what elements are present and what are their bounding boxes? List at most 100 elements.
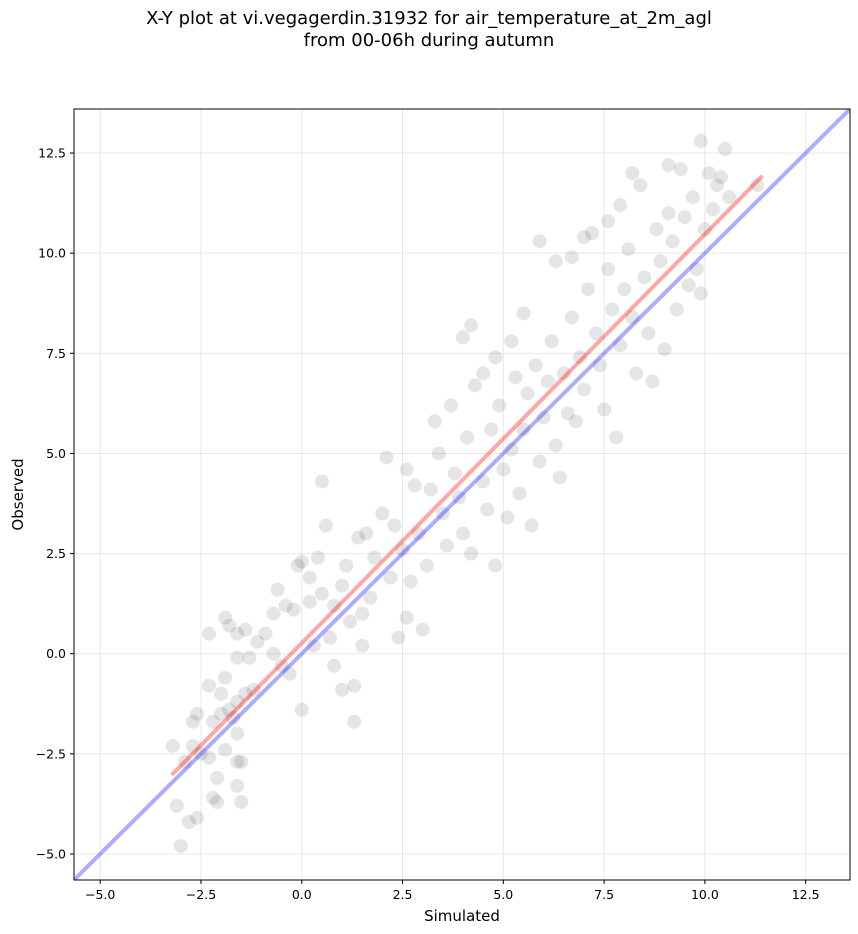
- scatter-point: [552, 470, 567, 485]
- scatter-point: [645, 374, 660, 389]
- scatter-point: [314, 474, 329, 489]
- scatter-point: [214, 706, 229, 721]
- scatter-point: [310, 550, 325, 565]
- y-axis-label: Observed: [9, 458, 27, 530]
- scatter-point: [548, 438, 563, 453]
- scatter-point: [512, 486, 527, 501]
- scatter-point: [560, 406, 575, 421]
- scatter-point: [202, 626, 217, 641]
- scatter-point: [181, 814, 196, 829]
- scatter-point: [637, 270, 652, 285]
- scatter-point: [302, 594, 317, 609]
- scatter-point: [250, 634, 265, 649]
- scatter-point: [544, 334, 559, 349]
- scatter-point: [395, 542, 410, 557]
- scatter-point: [202, 750, 217, 765]
- scatter-point: [750, 178, 765, 193]
- scatter-point: [576, 382, 591, 397]
- scatter-point: [613, 338, 628, 353]
- scatter-point: [359, 526, 374, 541]
- y-tick-label: 7.5: [46, 346, 66, 361]
- scatter-point: [532, 454, 547, 469]
- scatter-point: [218, 610, 233, 625]
- x-tick-label: 0.0: [292, 887, 312, 902]
- scatter-point: [411, 526, 426, 541]
- scatter-point: [314, 586, 329, 601]
- scatter-point: [306, 638, 321, 653]
- scatter-point: [270, 582, 285, 597]
- scatter-point: [564, 250, 579, 265]
- scatter-point: [286, 602, 301, 617]
- scatter-point: [189, 810, 204, 825]
- scatter-point: [601, 214, 616, 229]
- scatter-point: [222, 618, 237, 633]
- scatter-point: [193, 746, 208, 761]
- scatter-point: [435, 506, 450, 521]
- scatter-point: [242, 650, 257, 665]
- scatter-point: [447, 466, 462, 481]
- scatter-point: [423, 482, 438, 497]
- scatter-point: [714, 170, 729, 185]
- scatter-point: [363, 590, 378, 605]
- scatter-point: [282, 666, 297, 681]
- scatter-point: [508, 370, 523, 385]
- x-tick-label: 5.0: [493, 887, 513, 902]
- scatter-point: [685, 190, 700, 205]
- scatter-point: [564, 310, 579, 325]
- scatter-point: [230, 754, 245, 769]
- scatter-point: [605, 302, 620, 317]
- scatter-point: [387, 518, 402, 533]
- scatter-point: [625, 166, 640, 181]
- scatter-point: [177, 754, 192, 769]
- y-tick-label: 12.5: [38, 146, 66, 161]
- scatter-point: [701, 166, 716, 181]
- x-tick-label: −5.0: [85, 887, 115, 902]
- scatter-point: [403, 574, 418, 589]
- scatter-point: [375, 506, 390, 521]
- scatter-point: [278, 598, 293, 613]
- scatter-point: [379, 450, 394, 465]
- x-tick-label: 12.5: [792, 887, 820, 902]
- identity-line: [74, 109, 850, 880]
- scatter-point: [419, 558, 434, 573]
- scatter-point: [185, 714, 200, 729]
- fit-lines: [74, 109, 850, 880]
- scatter-point: [415, 622, 430, 637]
- scatter-point: [504, 334, 519, 349]
- scatter-point: [613, 198, 628, 213]
- scatter-point: [210, 770, 225, 785]
- scatter-point: [355, 606, 370, 621]
- scatter-point: [649, 222, 664, 237]
- scatter-point: [173, 838, 188, 853]
- scatter-point: [528, 358, 543, 373]
- chart-title-block: X-Y plot at vi.vegagerdin.31932 for air_…: [0, 8, 858, 52]
- scatter-point: [468, 378, 483, 393]
- scatter-point: [214, 686, 229, 701]
- scatter-point: [609, 430, 624, 445]
- scatter-point: [456, 526, 471, 541]
- scatter-point: [589, 326, 604, 341]
- scatter-point: [496, 462, 511, 477]
- scatter-point: [230, 778, 245, 793]
- regression-line: [170, 175, 764, 776]
- scatter-point: [504, 442, 519, 457]
- scatter-point: [274, 658, 289, 673]
- scatter-point: [516, 306, 531, 321]
- scatter-point: [327, 598, 342, 613]
- chart-title: X-Y plot at vi.vegagerdin.31932 for air_…: [146, 8, 712, 29]
- axis-ticks: −5.0 −2.5 0.0 2.5 5.0 7.5 10.0 12.5 −5.0 −2.5 0.0 2…: [36, 146, 820, 902]
- scatter-point: [580, 282, 595, 297]
- scatter-point: [367, 550, 382, 565]
- plot-frame: [73, 108, 851, 881]
- scatter-point: [258, 626, 273, 641]
- scatter-point: [488, 350, 503, 365]
- scatter-point: [524, 518, 539, 533]
- scatter-point: [230, 726, 245, 741]
- scatter-point: [391, 630, 406, 645]
- scatter-point: [294, 702, 309, 717]
- scatter-point: [218, 742, 233, 757]
- scatter-point: [165, 738, 180, 753]
- scatter-point: [661, 206, 676, 221]
- scatter-point: [343, 614, 358, 629]
